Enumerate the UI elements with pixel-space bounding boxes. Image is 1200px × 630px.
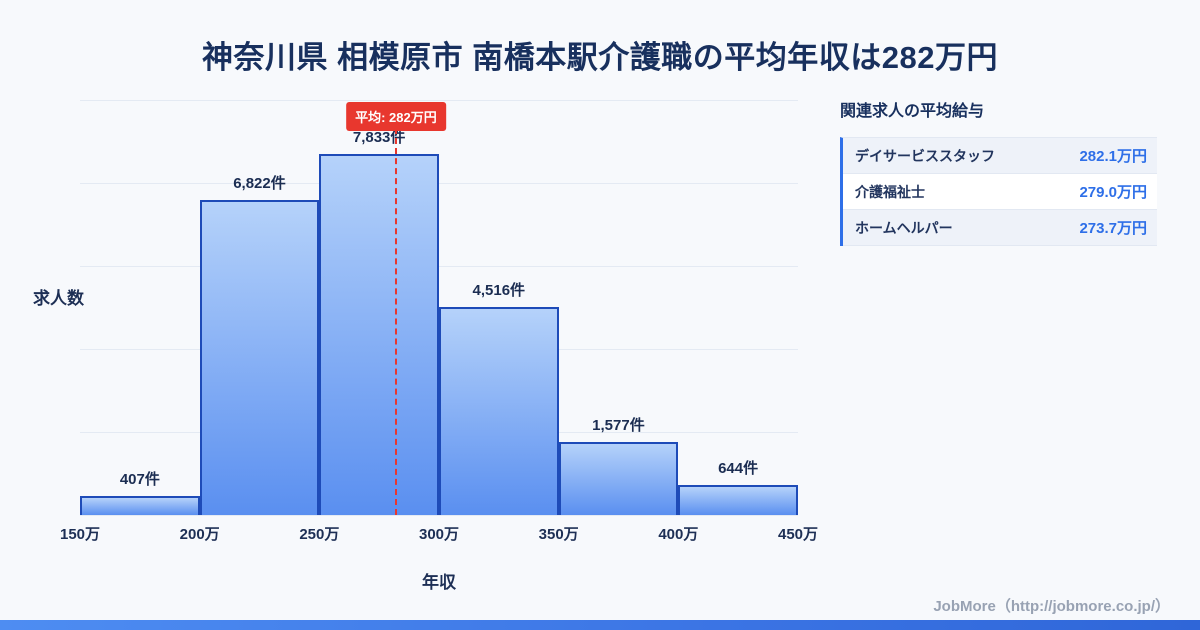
salary-row: ホームヘルパー 273.7万円 [843,210,1157,246]
bar-value-label: 6,822件 [233,175,286,192]
job-salary: 273.7万円 [1079,220,1147,237]
job-name: デイサービススタッフ [855,147,995,164]
bottom-accent-bar [0,620,1200,630]
bar-slot: 407件 [80,100,200,515]
x-tick-label: 450万 [777,526,819,543]
bar-value-label: 407件 [119,471,160,488]
bar-value-label: 4,516件 [472,282,526,299]
salary-row: デイサービススタッフ 282.1万円 [843,138,1157,174]
page-title: 神奈川県 相模原市 南橋本駅介護職の平均年収は282万円 [202,40,998,75]
x-tick-label: 150万 [59,526,101,543]
bar-value-label: 1,577件 [592,417,645,434]
x-tick-label: 400万 [658,526,699,543]
x-ticks: 150万 200万 250万 300万 350万 400万 450万 [60,515,818,545]
job-salary: 282.1万円 [1079,148,1147,165]
bar-value-label: 644件 [718,460,759,477]
job-name: ホームヘルパー [855,219,953,236]
average-badge: 平均: 282万円 [346,102,446,131]
histogram-bar [80,496,200,515]
histogram-bar [319,154,439,515]
bar-slot: 6,822件 [199,100,320,515]
histogram-bar [558,442,679,515]
job-salary: 279.0万円 [1079,184,1147,201]
histogram-bar [678,485,798,515]
average-line [394,128,397,515]
x-tick-label: 300万 [418,526,460,543]
bar-slot: 644件 [678,100,798,515]
salary-table: デイサービススタッフ 282.1万円介護福祉士 279.0万円ホームヘルパー 273.… [840,137,1157,246]
histogram-bar [438,307,559,515]
histogram-bar [199,200,320,515]
bars: 407件 6,822件 7,833件 4,516件 1,577件 644件 [80,100,798,515]
footer-credit: JobMore（http://jobmore.co.jp/） [933,598,1170,615]
bar-slot: 7,833件 [319,100,439,515]
x-tick-label: 350万 [538,526,579,543]
x-axis-label: 年収 [422,573,456,592]
x-tick-label: 200万 [179,526,220,543]
bar-slot: 1,577件 [558,100,679,515]
related-jobs-panel: 関連求人の平均給与 デイサービススタッフ 282.1万円介護福祉士 279.0万円ホ… [840,97,1157,246]
job-name: 介護福祉士 [855,183,925,200]
salary-row: 介護福祉士 279.0万円 [843,174,1157,210]
bar-slot: 4,516件 [438,100,559,515]
y-axis-label: 求人数 [33,289,84,308]
x-tick-label: 250万 [299,526,340,543]
salary-histogram: 407件 6,822件 7,833件 4,516件 1,577件 644件 平均: 282… [60,100,818,543]
bar-value-label: 7,833件 [352,129,406,146]
panel-heading: 関連求人の平均給与 [840,103,985,120]
